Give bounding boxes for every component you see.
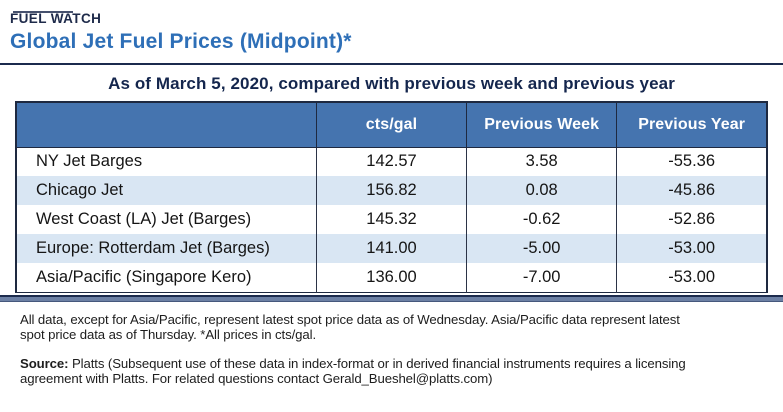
data-footnote: All data, except for Asia/Pacific, repre…	[20, 312, 763, 343]
table-subtitle: As of March 5, 2020, compared with previ…	[108, 74, 675, 93]
table-row-ny-jet-barges: NY Jet Barges 142.57 3.58 -55.36	[15, 147, 768, 176]
cell-cts-gal: 156.82	[315, 176, 468, 205]
table-row-asia-pacific-singapore-kero: Asia/Pacific (Singapore Kero) 136.00 -7.…	[15, 263, 768, 292]
header-blank-cell	[15, 101, 317, 148]
cell-prev-year: -55.36	[616, 147, 768, 176]
header-previous-week: Previous Week	[466, 101, 618, 148]
source-text: Platts (Subsequent use of these data in …	[68, 355, 686, 371]
row-label: Europe: Rotterdam Jet (Barges)	[15, 234, 317, 263]
footnote-line-2: spot price data as of Thursday. *All pri…	[20, 327, 317, 342]
cell-prev-week: -0.62	[466, 205, 618, 234]
cell-prev-year: -53.00	[616, 263, 768, 292]
source-label: Source:	[20, 355, 69, 371]
source-attribution: Source: Platts (Subsequent use of these …	[20, 356, 763, 387]
cell-cts-gal: 145.32	[315, 205, 468, 234]
header-cts-gal: cts/gal	[315, 101, 468, 148]
title-divider-rule	[0, 63, 783, 65]
cell-prev-week: 0.08	[466, 176, 618, 205]
cell-prev-week: -7.00	[466, 263, 618, 292]
row-label: Chicago Jet	[15, 176, 317, 205]
cropped-top-bar-fragment	[13, 11, 73, 13]
jet-fuel-prices-table: cts/gal Previous Week Previous Year NY J…	[15, 101, 768, 293]
cell-prev-year: -53.00	[616, 234, 768, 263]
cell-cts-gal: 136.00	[315, 263, 468, 292]
header-previous-year: Previous Year	[616, 101, 768, 148]
source-line-1: Source: Platts (Subsequent use of these …	[20, 356, 763, 372]
kicker-fuel-watch: FUEL WATCH	[10, 11, 102, 26]
row-label: NY Jet Barges	[15, 147, 317, 176]
bottom-divider-bar	[0, 294, 783, 302]
cell-cts-gal: 141.00	[315, 234, 468, 263]
cell-prev-week: 3.58	[466, 147, 618, 176]
table-row-west-coast-la-jet: West Coast (LA) Jet (Barges) 145.32 -0.6…	[15, 205, 768, 234]
footnote-line-1: All data, except for Asia/Pacific, repre…	[20, 311, 680, 327]
table-header-row: cts/gal Previous Week Previous Year	[15, 101, 768, 148]
row-label: Asia/Pacific (Singapore Kero)	[15, 263, 317, 292]
prices-table-container: cts/gal Previous Week Previous Year NY J…	[15, 101, 768, 293]
cell-cts-gal: 142.57	[315, 147, 468, 176]
page-title: Global Jet Fuel Prices (Midpoint)*	[10, 30, 352, 53]
table-row-europe-rotterdam-jet: Europe: Rotterdam Jet (Barges) 141.00 -5…	[15, 234, 768, 263]
cell-prev-week: -5.00	[466, 234, 618, 263]
source-line-2: agreement with Platts. For related quest…	[20, 371, 493, 386]
cell-prev-year: -45.86	[616, 176, 768, 205]
cell-prev-year: -52.86	[616, 205, 768, 234]
row-label: West Coast (LA) Jet (Barges)	[15, 205, 317, 234]
table-row-chicago-jet: Chicago Jet 156.82 0.08 -45.86	[15, 176, 768, 205]
